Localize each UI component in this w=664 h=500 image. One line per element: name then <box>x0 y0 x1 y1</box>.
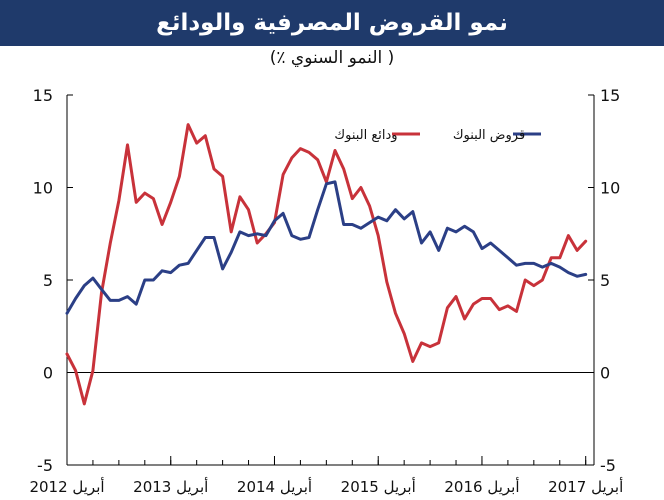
series-line-deposits <box>65 123 588 406</box>
title-bar: نمو القروض المصرفية والودائع <box>0 0 664 46</box>
x-tick-label: أبريل 2014 <box>237 477 312 496</box>
y-tick-label-right: -5 <box>600 456 616 475</box>
x-tick-label: أبريل 2017 <box>548 477 623 496</box>
y-tick-label-left: 10 <box>33 179 53 198</box>
series-line-loans <box>65 180 588 315</box>
y-tick-label-left: 0 <box>43 364 53 383</box>
y-tick-label-right: 15 <box>600 86 620 105</box>
y-tick-label-right: 5 <box>600 271 610 290</box>
y-tick-label-left: -5 <box>37 456 53 475</box>
x-tick-label: أبريل 2012 <box>29 477 104 496</box>
y-tick-label-right: 10 <box>600 179 620 198</box>
y-tick-label-left: 15 <box>33 86 53 105</box>
chart-title: نمو القروض المصرفية والودائع <box>156 10 508 36</box>
legend-deposits-label: ودائع البنوك <box>334 128 397 143</box>
x-tick-label: أبريل 2016 <box>444 477 519 496</box>
legend-loans-label: قروض البنوك <box>453 128 525 143</box>
y-tick-label-right: 0 <box>600 364 610 383</box>
chart-subtitle: ( النمو السنوي ٪) <box>269 48 395 68</box>
y-tick-label-left: 5 <box>43 271 53 290</box>
x-tick-label: أبريل 2013 <box>133 477 208 496</box>
x-tick-label: أبريل 2015 <box>341 477 416 496</box>
